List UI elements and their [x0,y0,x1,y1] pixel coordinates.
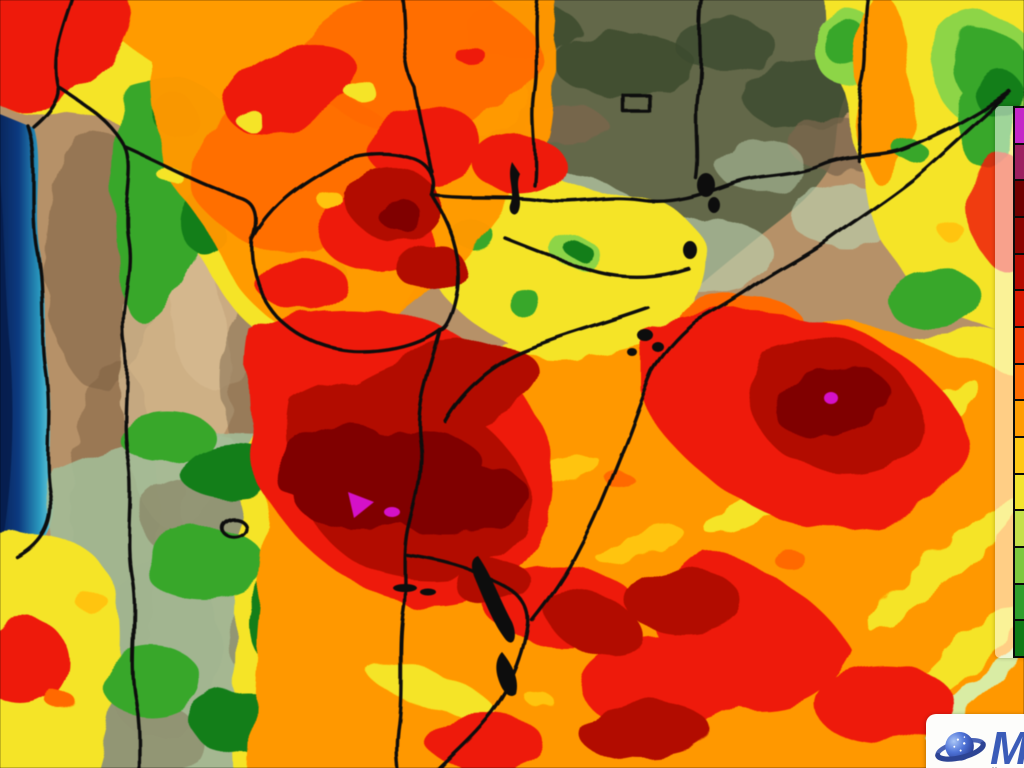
paraguay-east-river [430,193,461,332]
bolivia-argentina-border [124,146,258,242]
pacific-ocean [0,114,54,570]
sp-pr-state-line [430,90,1012,204]
rain-magenta-peaks [348,392,838,518]
logo-letter: M [990,722,1024,768]
lagoa-dos-patos [471,556,515,643]
uruguay-river-border [395,328,442,768]
legend-cell [1015,181,1024,219]
mg-lake [509,162,520,215]
mar-chiquita-lagoon [220,517,248,539]
state-line-v4 [400,0,434,174]
andes-border [58,86,142,768]
state-line-v3 [856,0,869,162]
paraguay-west-south [250,238,442,354]
legend-cell [1015,364,1024,402]
legend-cell [1015,511,1024,549]
legend-cell [1015,401,1024,439]
water-and-relief-marks [393,162,720,697]
legend-cell [1015,218,1024,255]
rain-speckles [46,46,963,709]
legend-cell [1015,291,1024,329]
legend-cell [1015,474,1024,512]
southern-cross-stars [953,736,966,752]
chile-coastline [16,124,53,560]
uruguay-outline [406,554,530,768]
legend-cell [1015,144,1024,182]
legend-cell [1015,254,1024,292]
lagoa-mirim [496,652,518,697]
small-district-square [622,94,652,114]
logo-card: M M [926,714,1024,768]
ringed-planet-icon [935,732,986,762]
rs-sc-state-border [442,306,650,422]
paraguay-north [250,153,436,242]
legend-cell [1015,548,1024,585]
legend-cell [1015,621,1024,657]
country-and-state-borders [16,0,1012,768]
rain-maroon-layer [274,200,889,537]
logo-text: M M [990,725,1024,768]
legend-panel [995,106,1024,658]
legend-cell [1015,438,1024,475]
legend-color-scale [1013,106,1024,658]
legend-cell [1015,108,1024,145]
brazil-atlantic-coast [530,90,1012,622]
legend-cell [1015,328,1024,365]
legend-cell [1015,584,1024,622]
border-nw [32,0,75,129]
state-line-v1 [531,0,540,187]
pr-sc-state-border [503,236,690,278]
state-line-v2 [694,0,704,180]
